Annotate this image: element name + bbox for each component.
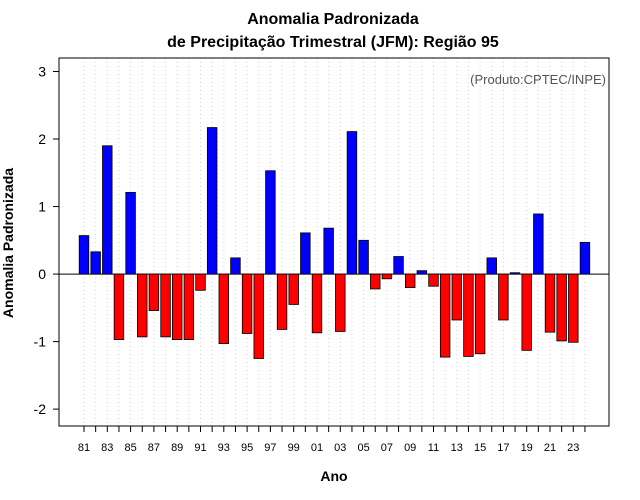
x-axis-title: Ano	[320, 468, 347, 484]
bar-1983	[102, 145, 113, 275]
y-tick-label: -1	[34, 334, 47, 350]
bar-1985	[125, 191, 136, 275]
bar-2023	[568, 273, 579, 343]
bar-2000	[300, 232, 311, 275]
bar-2015	[474, 273, 486, 355]
x-tick-label: 01	[311, 442, 323, 454]
x-tick-label: 17	[497, 442, 509, 454]
bar-1996	[253, 273, 264, 359]
bar-1981	[78, 235, 90, 275]
x-tick-label: 93	[218, 442, 230, 454]
bar-1990	[183, 273, 195, 340]
x-tick-label: 13	[451, 442, 463, 454]
plot-frame	[58, 57, 610, 427]
bar-2022	[556, 273, 567, 342]
y-axis-title: Anomalia Padronizada	[0, 168, 16, 318]
bar-2013	[451, 273, 463, 321]
y-tick-label: 0	[38, 266, 46, 282]
x-tick-label: 07	[381, 442, 393, 454]
bar-1988	[160, 273, 171, 338]
x-tick-label: 89	[171, 442, 183, 454]
bar-2016	[486, 257, 497, 275]
bar-2006	[370, 273, 381, 290]
bar-2002	[323, 227, 334, 275]
bar-2020	[533, 213, 544, 275]
bar-1992	[206, 127, 218, 275]
y-tick-label: 2	[38, 131, 46, 147]
bar-2009	[404, 273, 416, 288]
product-annotation: (Produto:CPTEC/INPE)	[470, 72, 606, 87]
y-tick-label: 3	[38, 64, 46, 80]
bars	[78, 127, 591, 359]
x-tick-label: 87	[148, 442, 160, 454]
bar-2018	[509, 272, 521, 275]
bar-2001	[311, 273, 323, 334]
chart-title: Anomalia Padronizada	[247, 11, 419, 28]
bar-1997	[265, 170, 276, 275]
x-tick-label: 03	[334, 442, 346, 454]
bar-1982	[90, 251, 101, 275]
bar-2008	[393, 256, 404, 275]
x-tick-label: 19	[521, 442, 533, 454]
x-tick-label: 81	[78, 442, 90, 454]
bar-2017	[498, 273, 509, 321]
bar-1993	[218, 273, 230, 345]
bar-2005	[358, 239, 369, 275]
x-axis: 81 83 85 87 89 91 93 95 97 99 01 03 05 07 09 11 13 15 17 19…	[78, 426, 586, 454]
bar-2007	[381, 273, 393, 280]
bar-2011	[428, 273, 439, 287]
x-tick-label: 21	[544, 442, 556, 454]
x-tick-label: 83	[101, 442, 113, 454]
x-tick-label: 23	[567, 442, 579, 454]
x-tick-label: 97	[264, 442, 276, 454]
x-tick-label: 05	[357, 442, 369, 454]
bar-2024	[579, 241, 591, 275]
y-tick-label: 1	[38, 199, 46, 215]
x-tick-label: 11	[428, 442, 439, 454]
x-tick-label: 09	[404, 442, 416, 454]
bar-2012	[439, 273, 451, 358]
grid	[83, 58, 586, 426]
chart-subtitle: de Precipitação Trimestral (JFM): Região…	[167, 34, 499, 51]
bar-1987	[148, 273, 160, 311]
x-tick-label: 99	[288, 442, 300, 454]
bar-1995	[241, 273, 253, 334]
bar-1994	[230, 257, 241, 275]
bar-1999	[288, 273, 299, 305]
bar-2014	[463, 273, 474, 357]
bar-1986	[137, 273, 148, 338]
bar-2021	[544, 273, 556, 333]
bar-2010	[416, 270, 428, 275]
x-tick-label: 85	[124, 442, 136, 454]
y-tick-label: -2	[34, 401, 47, 417]
bar-2019	[521, 273, 532, 351]
x-tick-label: 15	[474, 442, 486, 454]
bar-1998	[276, 273, 288, 330]
y-axis: -2 -1 0 1 2 3	[34, 64, 59, 417]
bar-2003	[335, 273, 346, 332]
bar-1991	[195, 273, 206, 291]
x-tick-label: 95	[241, 442, 253, 454]
x-tick-label: 91	[194, 442, 206, 454]
bar-2004	[346, 131, 358, 275]
bar-1984	[113, 273, 125, 340]
bar-1989	[171, 273, 183, 340]
